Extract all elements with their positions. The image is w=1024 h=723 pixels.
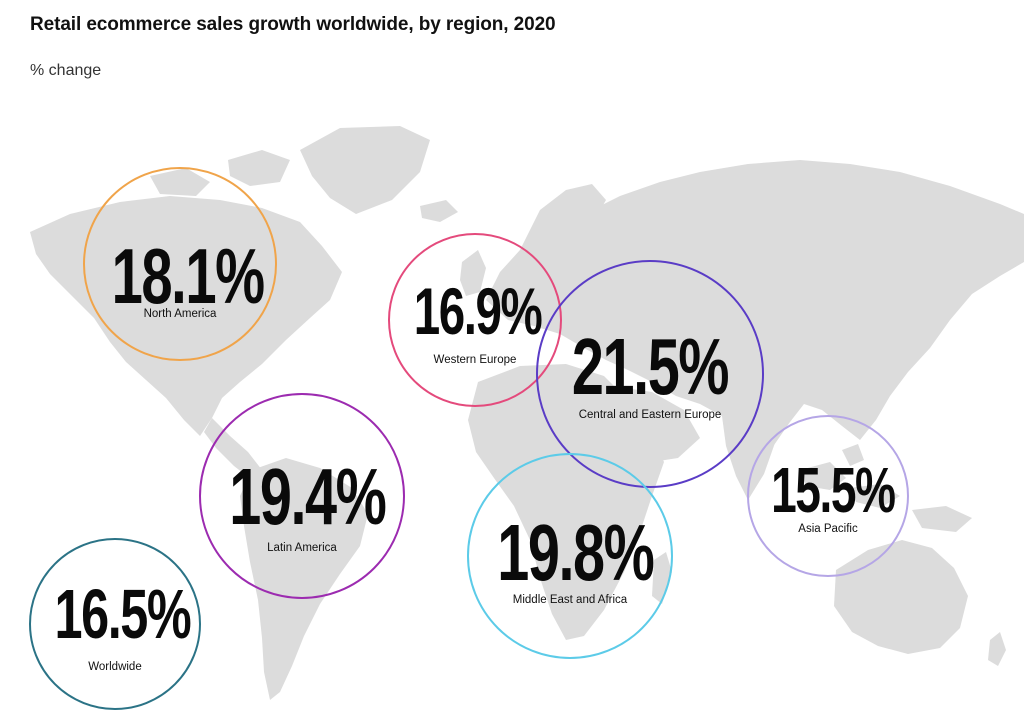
region-bubble-latin-america: 19.4% Latin America xyxy=(199,393,405,599)
region-value: 21.5% xyxy=(571,322,730,412)
region-bubble-middle-east-africa: 19.8% Middle East and Africa xyxy=(467,453,673,659)
region-label: Central and Eastern Europe xyxy=(578,408,722,421)
map-new-guinea xyxy=(912,506,972,532)
region-bubble-worldwide: 16.5% Worldwide xyxy=(29,538,201,710)
region-bubble-western-europe: 16.9% Western Europe xyxy=(388,233,562,407)
region-value: 16.9% xyxy=(413,274,543,349)
map-iceland xyxy=(420,200,458,222)
map-new-zealand xyxy=(988,632,1006,666)
map-japan xyxy=(896,286,928,350)
region-value: 16.5% xyxy=(54,575,192,654)
map-greenland xyxy=(300,126,430,214)
region-value: 15.5% xyxy=(771,453,896,526)
region-label: Middle East and Africa xyxy=(512,594,628,607)
region-value: 18.1% xyxy=(111,232,265,321)
region-label: Worldwide xyxy=(88,661,142,674)
chart-subtitle: % change xyxy=(30,62,102,79)
map-australia xyxy=(834,540,968,654)
region-label: Latin America xyxy=(267,542,337,555)
region-label: Asia Pacific xyxy=(798,523,858,536)
region-bubble-asia-pacific: 15.5% Asia Pacific xyxy=(747,415,909,577)
region-bubble-north-america: 18.1% North America xyxy=(83,167,277,361)
map-eurasia xyxy=(486,160,1024,462)
region-bubble-central-eastern-europe: 21.5% Central and Eastern Europe xyxy=(536,260,764,488)
region-value: 19.8% xyxy=(497,507,655,597)
map-scandinavia xyxy=(520,184,606,262)
chart-title: Retail ecommerce sales growth worldwide,… xyxy=(30,14,556,35)
region-label: North America xyxy=(143,307,217,320)
region-label: Western Europe xyxy=(433,354,517,367)
region-value: 19.4% xyxy=(229,451,387,541)
